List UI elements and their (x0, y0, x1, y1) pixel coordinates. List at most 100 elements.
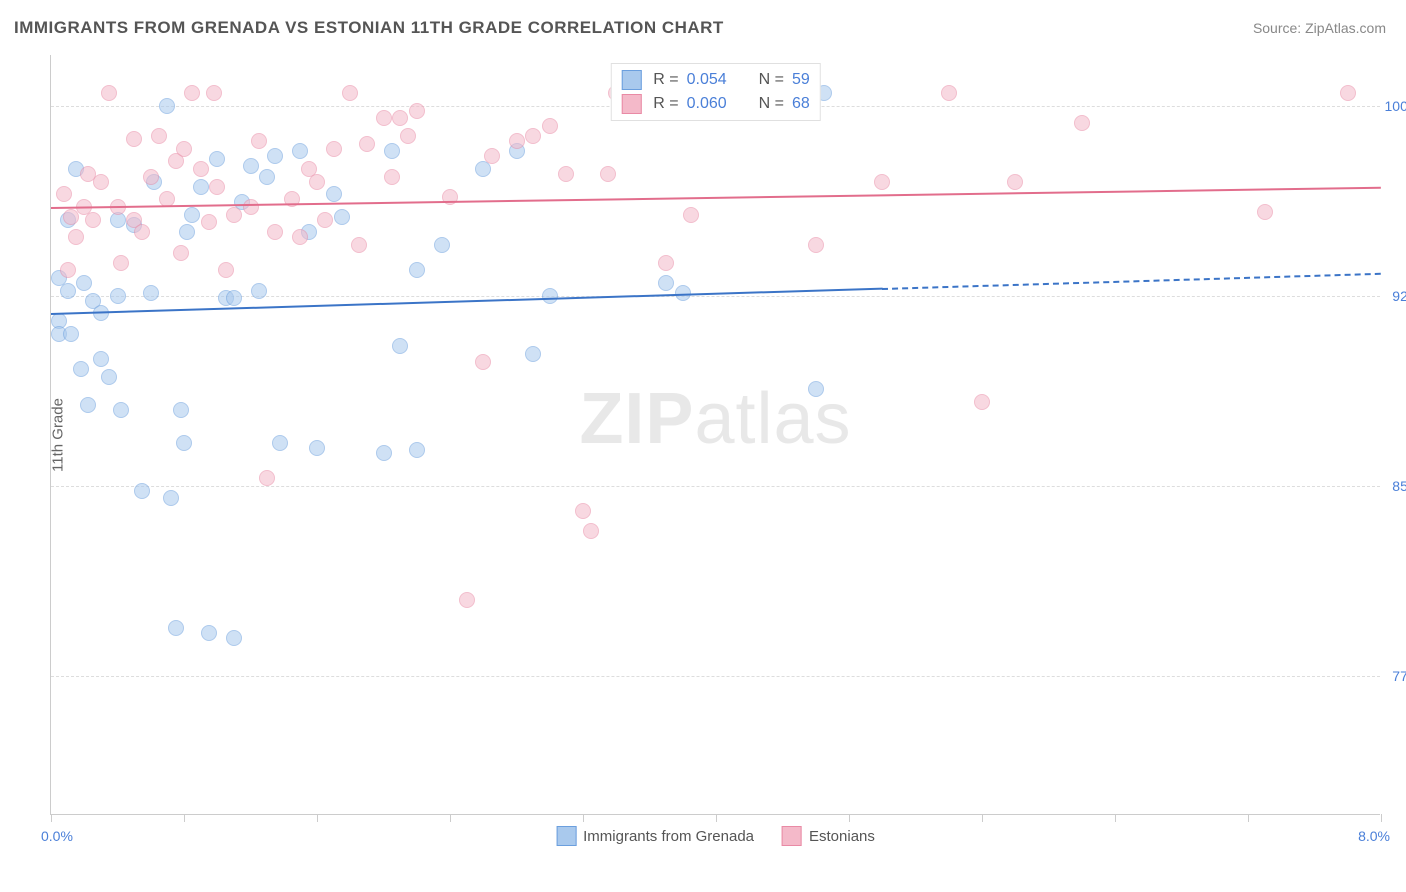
data-point (384, 143, 400, 159)
legend-item: Estonians (782, 826, 875, 846)
data-point (808, 381, 824, 397)
data-point (351, 237, 367, 253)
x-tick (51, 814, 52, 822)
plot-area: 11th Grade ZIPatlas 77.5%85.0%92.5%100.0… (50, 55, 1380, 815)
x-tick (849, 814, 850, 822)
data-point (941, 85, 957, 101)
trend-line (51, 187, 1381, 209)
data-point (409, 103, 425, 119)
data-point (243, 199, 259, 215)
data-point (168, 620, 184, 636)
data-point (400, 128, 416, 144)
legend-swatch (621, 94, 641, 114)
data-point (683, 207, 699, 223)
data-point (259, 169, 275, 185)
gridline (51, 676, 1380, 677)
data-point (193, 161, 209, 177)
legend-row: R =0.060N =68 (621, 92, 809, 116)
data-point (159, 98, 175, 114)
x-axis-max-label: 8.0% (1358, 828, 1390, 844)
data-point (101, 85, 117, 101)
data-point (326, 141, 342, 157)
data-point (201, 625, 217, 641)
y-tick-label: 92.5% (1392, 288, 1406, 304)
data-point (334, 209, 350, 225)
data-point (184, 85, 200, 101)
x-tick (982, 814, 983, 822)
data-point (384, 169, 400, 185)
data-point (218, 262, 234, 278)
data-point (80, 397, 96, 413)
n-label: N = (759, 95, 784, 113)
data-point (558, 166, 574, 182)
data-point (259, 470, 275, 486)
data-point (73, 361, 89, 377)
data-point (113, 255, 129, 271)
data-point (292, 229, 308, 245)
data-point (583, 523, 599, 539)
legend-item: Immigrants from Grenada (556, 826, 754, 846)
data-point (392, 338, 408, 354)
data-point (110, 288, 126, 304)
data-point (409, 262, 425, 278)
data-point (63, 326, 79, 342)
legend-swatch (782, 826, 802, 846)
data-point (575, 503, 591, 519)
data-point (1257, 204, 1273, 220)
data-point (63, 209, 79, 225)
data-point (179, 224, 195, 240)
data-point (542, 118, 558, 134)
r-value: 0.054 (687, 71, 739, 89)
data-point (326, 186, 342, 202)
x-tick (716, 814, 717, 822)
data-point (1074, 115, 1090, 131)
data-point (392, 110, 408, 126)
data-point (143, 169, 159, 185)
data-point (359, 136, 375, 152)
data-point (226, 290, 242, 306)
data-point (93, 351, 109, 367)
source-label: Source: ZipAtlas.com (1253, 20, 1386, 36)
data-point (509, 133, 525, 149)
data-point (101, 369, 117, 385)
data-point (60, 283, 76, 299)
r-value: 0.060 (687, 95, 739, 113)
y-tick-label: 85.0% (1392, 478, 1406, 494)
x-axis-min-label: 0.0% (41, 828, 73, 844)
data-point (226, 207, 242, 223)
data-point (475, 354, 491, 370)
data-point (484, 148, 500, 164)
data-point (209, 179, 225, 195)
data-point (201, 214, 217, 230)
data-point (808, 237, 824, 253)
data-point (85, 212, 101, 228)
data-point (600, 166, 616, 182)
data-point (226, 630, 242, 646)
data-point (184, 207, 200, 223)
gridline (51, 296, 1380, 297)
data-point (658, 275, 674, 291)
data-point (56, 186, 72, 202)
series-legend: Immigrants from Grenada Estonians (556, 826, 875, 846)
data-point (68, 229, 84, 245)
data-point (376, 445, 392, 461)
data-point (974, 394, 990, 410)
chart-title: IMMIGRANTS FROM GRENADA VS ESTONIAN 11TH… (14, 18, 724, 38)
data-point (173, 402, 189, 418)
x-tick (1248, 814, 1249, 822)
data-point (434, 237, 450, 253)
legend-swatch (621, 70, 641, 90)
gridline (51, 486, 1380, 487)
data-point (309, 174, 325, 190)
data-point (309, 440, 325, 456)
n-label: N = (759, 71, 784, 89)
data-point (251, 283, 267, 299)
x-tick (184, 814, 185, 822)
data-point (173, 245, 189, 261)
data-point (525, 128, 541, 144)
data-point (267, 224, 283, 240)
correlation-legend: R =0.054N =59R =0.060N =68 (610, 63, 820, 121)
data-point (76, 275, 92, 291)
x-tick (1115, 814, 1116, 822)
n-value: 68 (792, 95, 810, 113)
